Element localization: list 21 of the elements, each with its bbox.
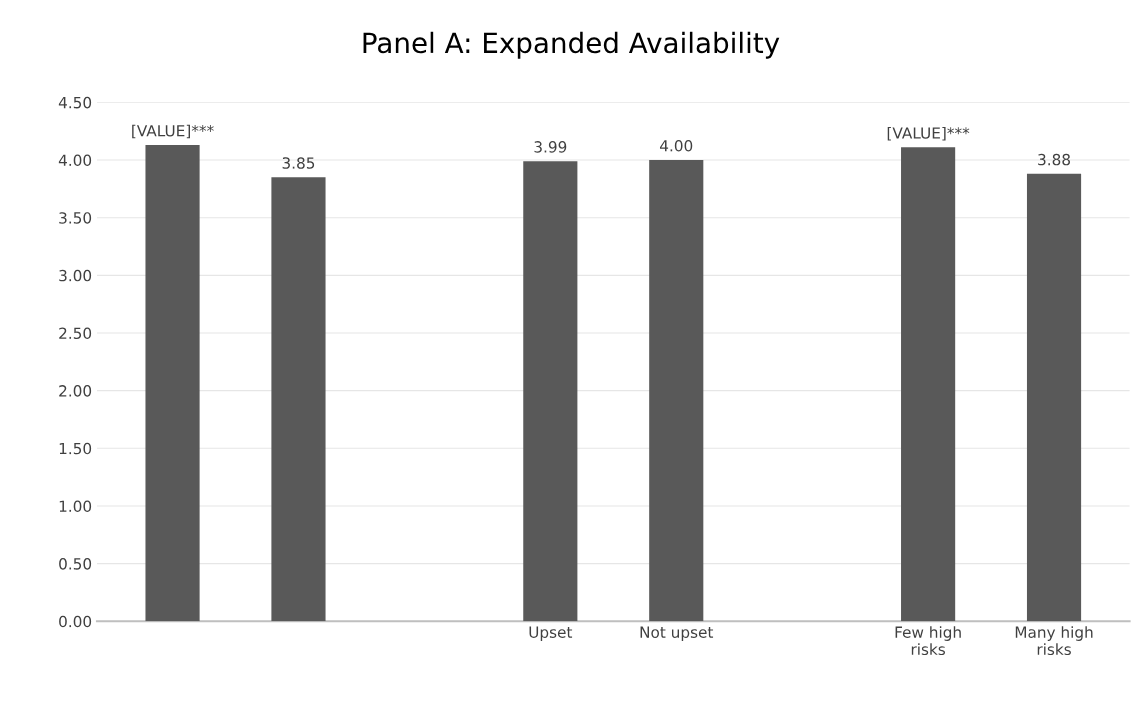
data-label: 3.99 — [534, 141, 567, 153]
y-tick-label: 2.00 — [59, 385, 92, 397]
y-tick-label: 2.50 — [59, 327, 92, 340]
y-tick-label: 3.50 — [59, 212, 92, 224]
data-label: [VALUE]*** — [887, 127, 970, 141]
y-tick-label: 0.00 — [59, 615, 92, 628]
x-tick-label: Few high risks — [895, 626, 961, 656]
chart-title: Panel A: Expanded Availability — [363, 31, 780, 59]
data-label: [VALUE]*** — [132, 124, 214, 139]
y-tick-label: 1.00 — [59, 500, 92, 512]
y-tick-label: 3.00 — [59, 269, 92, 282]
y-tick-label: 0.50 — [59, 558, 92, 570]
y-tick-label: 1.50 — [59, 442, 92, 455]
data-label: 4.00 — [659, 139, 693, 152]
x-tick-label: Upset — [529, 626, 573, 641]
x-tick-label: Many high risks — [1015, 626, 1093, 656]
y-tick-label: 4.00 — [58, 154, 92, 167]
y-tick-label: 4.50 — [58, 96, 92, 109]
data-label: 3.85 — [282, 157, 315, 169]
data-label: 3.88 — [1038, 153, 1070, 166]
x-tick-label: Not upset — [640, 626, 714, 641]
